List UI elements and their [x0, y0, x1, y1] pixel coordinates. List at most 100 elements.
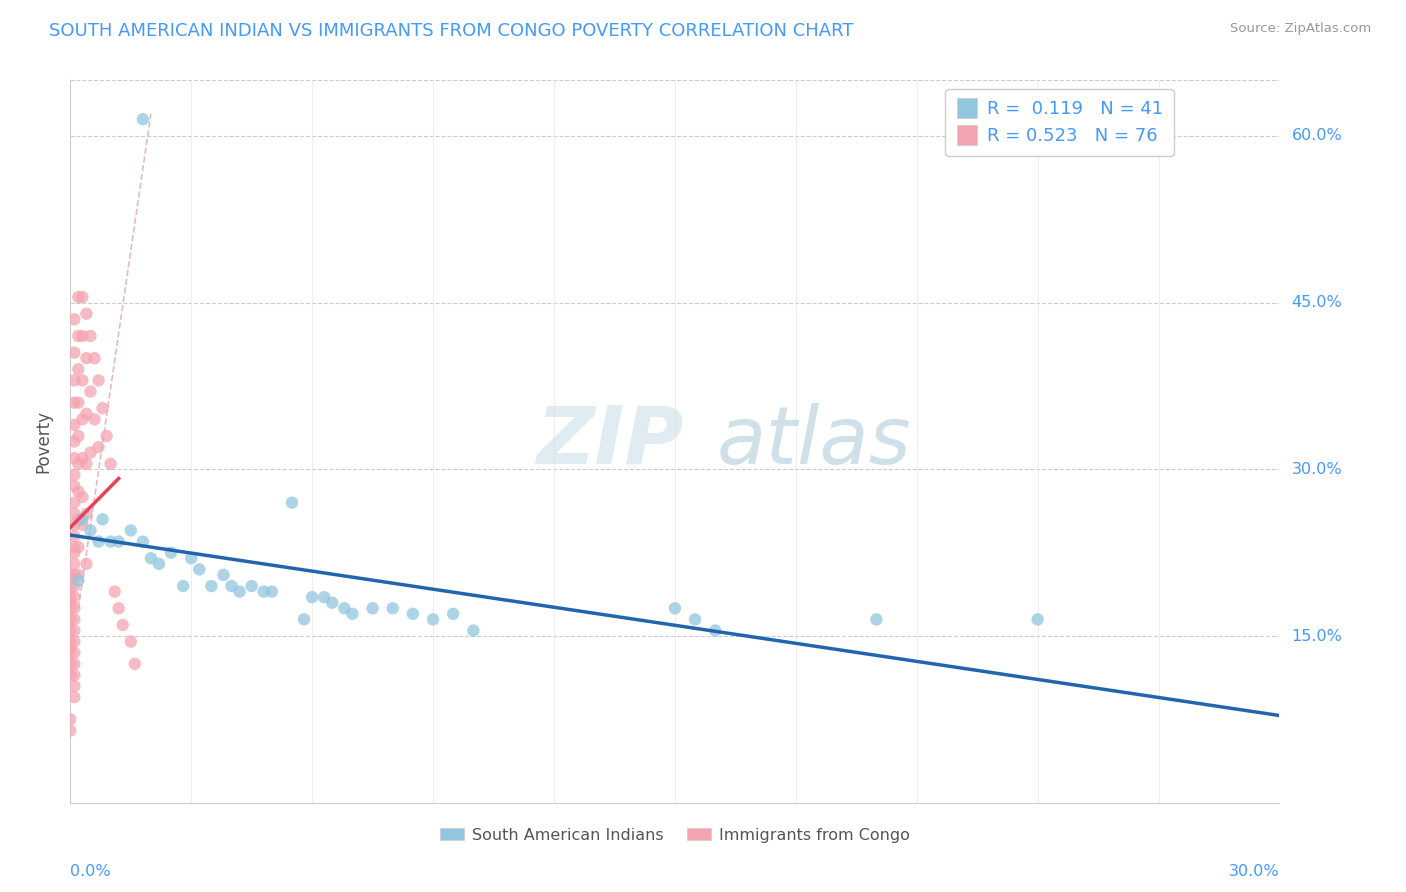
Point [79, 384, 101, 399]
Point [63, 634, 86, 648]
Legend: South American Indians, Immigrants from Congo: South American Indians, Immigrants from … [433, 822, 917, 849]
Point [63, 467, 86, 482]
Point [63, 417, 86, 432]
Point [63, 690, 86, 705]
Text: 45.0%: 45.0% [1292, 295, 1343, 310]
Point [314, 590, 336, 604]
Point [59, 634, 82, 648]
Point [72, 290, 94, 304]
Point [107, 601, 129, 615]
Point [63, 395, 86, 409]
Point [281, 496, 304, 510]
Point [160, 546, 183, 560]
Text: 30.0%: 30.0% [1292, 462, 1343, 477]
Point [172, 579, 194, 593]
Point [228, 584, 250, 599]
Point [132, 112, 155, 127]
Point [59, 713, 82, 727]
Point [63, 507, 86, 521]
Point [63, 590, 86, 604]
Point [292, 612, 315, 626]
Point [1026, 612, 1049, 626]
Text: 0.0%: 0.0% [70, 864, 111, 879]
Point [63, 579, 86, 593]
Point [67, 484, 90, 499]
Point [63, 434, 86, 449]
Point [63, 373, 86, 387]
Point [72, 451, 94, 466]
Point [72, 490, 94, 504]
Point [59, 579, 82, 593]
Point [63, 546, 86, 560]
Point [63, 496, 86, 510]
Point [63, 646, 86, 660]
Point [132, 534, 155, 549]
Point [83, 412, 105, 426]
Point [683, 612, 706, 626]
Point [75, 557, 97, 571]
Text: 30.0%: 30.0% [1229, 864, 1279, 879]
Point [301, 590, 323, 604]
Point [59, 601, 82, 615]
Point [75, 351, 97, 366]
Point [79, 524, 101, 538]
Point [63, 517, 86, 532]
Point [253, 584, 276, 599]
Point [91, 512, 114, 526]
Point [59, 596, 82, 610]
Point [67, 574, 90, 588]
Point [402, 607, 425, 621]
Text: 60.0%: 60.0% [1292, 128, 1343, 144]
Text: Poverty: Poverty [35, 410, 52, 473]
Point [664, 601, 686, 615]
Point [441, 607, 464, 621]
Point [200, 579, 222, 593]
Point [180, 551, 202, 566]
Point [72, 512, 94, 526]
Point [79, 445, 101, 459]
Point [59, 590, 82, 604]
Point [72, 329, 94, 343]
Text: 15.0%: 15.0% [1292, 629, 1343, 643]
Point [67, 290, 90, 304]
Point [422, 612, 444, 626]
Point [111, 618, 134, 632]
Point [63, 612, 86, 626]
Point [63, 345, 86, 359]
Point [72, 412, 94, 426]
Point [221, 579, 243, 593]
Point [63, 479, 86, 493]
Point [75, 407, 97, 421]
Point [463, 624, 485, 638]
Point [59, 668, 82, 682]
Point [59, 640, 82, 655]
Point [75, 507, 97, 521]
Point [342, 607, 364, 621]
Point [59, 624, 82, 638]
Point [63, 557, 86, 571]
Point [188, 562, 211, 576]
Text: SOUTH AMERICAN INDIAN VS IMMIGRANTS FROM CONGO POVERTY CORRELATION CHART: SOUTH AMERICAN INDIAN VS IMMIGRANTS FROM… [49, 22, 853, 40]
Point [63, 312, 86, 326]
Point [63, 451, 86, 466]
Point [59, 657, 82, 671]
Point [67, 429, 90, 443]
Point [91, 401, 114, 416]
Text: ZIP: ZIP [536, 402, 683, 481]
Point [87, 534, 110, 549]
Point [148, 557, 170, 571]
Point [67, 540, 90, 554]
Point [72, 517, 94, 532]
Point [72, 373, 94, 387]
Point [704, 624, 727, 638]
Point [67, 457, 90, 471]
Point [260, 584, 283, 599]
Point [120, 524, 142, 538]
Point [361, 601, 384, 615]
Point [87, 373, 110, 387]
Point [63, 624, 86, 638]
Point [87, 440, 110, 454]
Point [83, 351, 105, 366]
Point [865, 612, 887, 626]
Point [59, 568, 82, 582]
